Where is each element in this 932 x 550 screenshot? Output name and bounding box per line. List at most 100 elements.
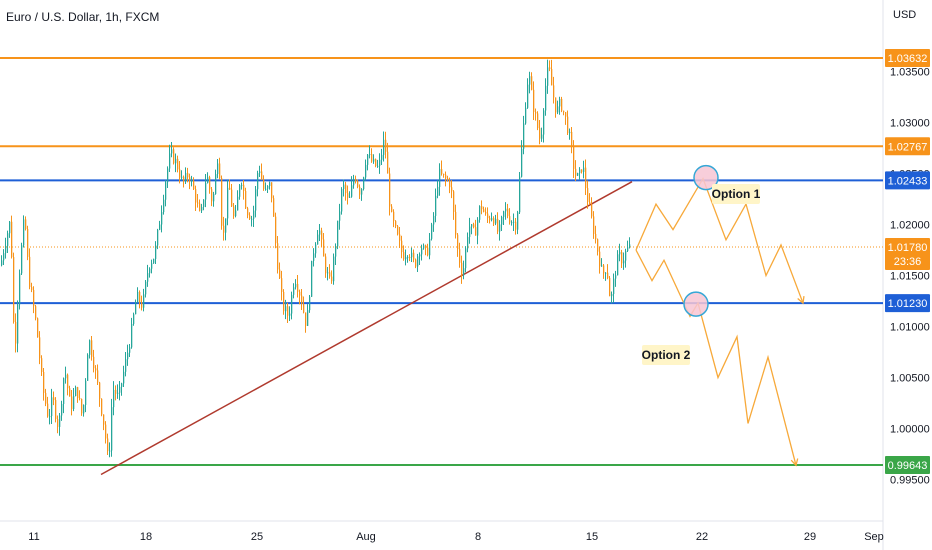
candle-body [19, 273, 21, 305]
candle-body [483, 209, 485, 212]
candle-body [173, 149, 175, 164]
candle-body [471, 224, 473, 227]
x-tick-label: Sep [864, 531, 884, 543]
candle-body [579, 169, 581, 174]
currency-label: USD [893, 9, 917, 21]
candle-body [539, 128, 541, 139]
candle-body [25, 219, 27, 230]
candle-body [171, 149, 173, 154]
candle-body [79, 397, 81, 400]
candle-body [561, 98, 563, 111]
candle-body [175, 158, 177, 164]
candle-body [43, 371, 45, 393]
candle-body [405, 257, 407, 260]
candle-body [37, 318, 39, 338]
candle-body [225, 218, 227, 233]
candle-body [251, 218, 253, 220]
candle-body [279, 269, 281, 279]
trend-line[interactable] [100, 181, 633, 476]
candle-body [511, 222, 513, 224]
candle-body [81, 399, 83, 414]
candle-body [193, 180, 195, 190]
candle-body [529, 76, 531, 85]
candle-body [535, 112, 537, 114]
option-circle[interactable] [683, 291, 709, 317]
y-tick-label: 1.02000 [890, 220, 930, 232]
candle-body [537, 113, 539, 129]
option-circle[interactable] [693, 164, 719, 191]
candle-body [181, 176, 183, 178]
candle-body [135, 302, 137, 315]
y-tick-label: 1.01000 [890, 322, 930, 334]
candle-body [423, 245, 425, 249]
x-tick-label: 11 [28, 531, 39, 543]
candle-body [271, 182, 273, 199]
candle-body [413, 252, 415, 260]
candle-body [479, 206, 481, 220]
candle-body [211, 189, 213, 202]
candle-body [245, 190, 247, 209]
projection-path[interactable] [635, 249, 797, 466]
candle-body [207, 177, 209, 184]
candle-body [409, 256, 411, 258]
candle-body [153, 258, 155, 264]
candle-body [437, 186, 439, 196]
candle-body [71, 396, 73, 409]
candle-body [141, 302, 143, 308]
candle-body [415, 259, 417, 267]
candle-body [411, 252, 413, 258]
candle-body [581, 169, 583, 172]
candle-body [253, 210, 255, 219]
candle-body [305, 312, 307, 326]
candle-body [35, 306, 37, 319]
candle-body [11, 221, 13, 258]
candle-body [493, 218, 495, 224]
candle-body [273, 198, 275, 217]
candle-body [259, 171, 261, 174]
candle-body [299, 291, 301, 296]
candle-body [105, 424, 107, 439]
price-badge [885, 49, 930, 67]
candle-body [95, 368, 97, 371]
x-tick-label: 18 [140, 531, 152, 543]
projection-path[interactable] [635, 177, 804, 304]
candle-body [395, 221, 397, 227]
candle-body [301, 295, 303, 305]
candle-body [219, 163, 221, 179]
candle-body [217, 163, 219, 175]
candle-body [531, 76, 533, 90]
y-tick-label: 1.01500 [890, 271, 930, 283]
option-label-bg [642, 345, 690, 365]
candle-body [377, 165, 379, 167]
candle-body [167, 168, 169, 183]
candle-body [333, 256, 335, 282]
option-label-bg [712, 184, 760, 204]
candle-body [189, 177, 191, 182]
candle-body [403, 252, 405, 260]
candle-body [615, 275, 617, 279]
candle-body [47, 403, 49, 417]
candle-body [565, 112, 567, 117]
candle-body [431, 224, 433, 239]
candle-body [123, 371, 125, 384]
candle-body [341, 189, 343, 212]
candle-body [447, 178, 449, 181]
candle-body [505, 208, 507, 212]
candle-body [495, 218, 497, 224]
candle-body [163, 199, 165, 213]
candle-body [349, 196, 351, 198]
candle-body [295, 283, 297, 288]
candle-body [577, 173, 579, 176]
candle-body [573, 145, 575, 169]
candle-body [315, 244, 317, 254]
candle-body [197, 202, 199, 204]
candle-body [317, 234, 319, 245]
candle-body [585, 167, 587, 189]
candle-body [67, 374, 69, 389]
candle-body [297, 283, 299, 292]
candle-body [27, 229, 29, 257]
option-label: Option 2 [642, 348, 691, 362]
candle-body [515, 221, 517, 230]
candle-body [289, 313, 291, 316]
